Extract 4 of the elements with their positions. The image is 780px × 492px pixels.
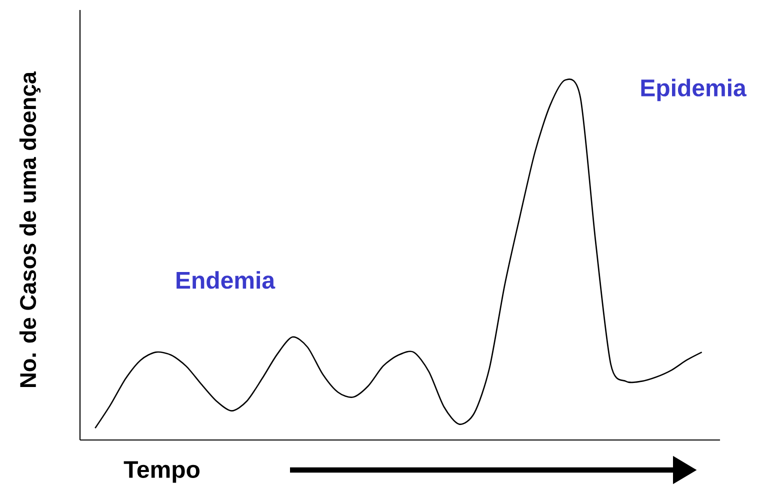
annotation: Epidemia	[641, 78, 747, 102]
x-axis-title: Tempo	[124, 461, 200, 483]
y-axis-title: No. de Casos de uma doença	[19, 71, 41, 387]
annotation: Endemia	[176, 271, 276, 289]
